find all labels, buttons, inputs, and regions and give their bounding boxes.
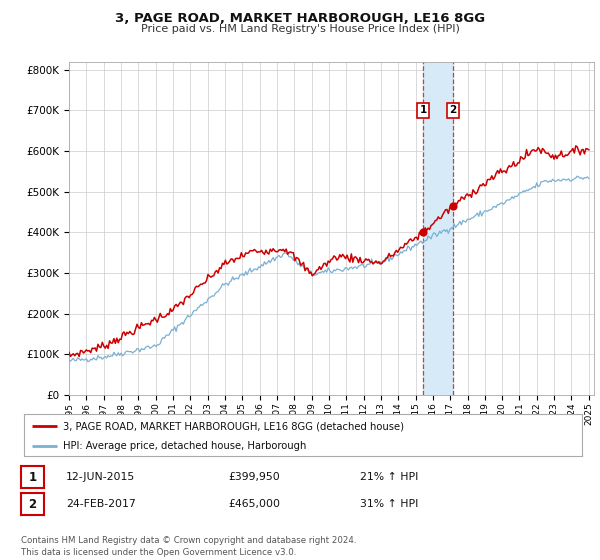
- Text: 31% ↑ HPI: 31% ↑ HPI: [360, 499, 418, 509]
- Text: 3, PAGE ROAD, MARKET HARBOROUGH, LE16 8GG: 3, PAGE ROAD, MARKET HARBOROUGH, LE16 8G…: [115, 12, 485, 25]
- Text: 1: 1: [419, 105, 427, 115]
- Text: Contains HM Land Registry data © Crown copyright and database right 2024.
This d: Contains HM Land Registry data © Crown c…: [21, 536, 356, 557]
- Bar: [423, 62, 453, 395]
- Text: Price paid vs. HM Land Registry's House Price Index (HPI): Price paid vs. HM Land Registry's House …: [140, 24, 460, 34]
- Text: 21% ↑ HPI: 21% ↑ HPI: [360, 472, 418, 482]
- Text: HPI: Average price, detached house, Harborough: HPI: Average price, detached house, Harb…: [63, 441, 307, 451]
- Point: [448, 202, 458, 211]
- Text: £465,000: £465,000: [228, 499, 280, 509]
- Text: 24-FEB-2017: 24-FEB-2017: [66, 499, 136, 509]
- Text: 1: 1: [28, 470, 37, 484]
- Text: 2: 2: [28, 497, 37, 511]
- Text: 2: 2: [449, 105, 457, 115]
- Text: 3, PAGE ROAD, MARKET HARBOROUGH, LE16 8GG (detached house): 3, PAGE ROAD, MARKET HARBOROUGH, LE16 8G…: [63, 421, 404, 431]
- Text: 12-JUN-2015: 12-JUN-2015: [66, 472, 135, 482]
- Point: [418, 228, 428, 237]
- Text: £399,950: £399,950: [228, 472, 280, 482]
